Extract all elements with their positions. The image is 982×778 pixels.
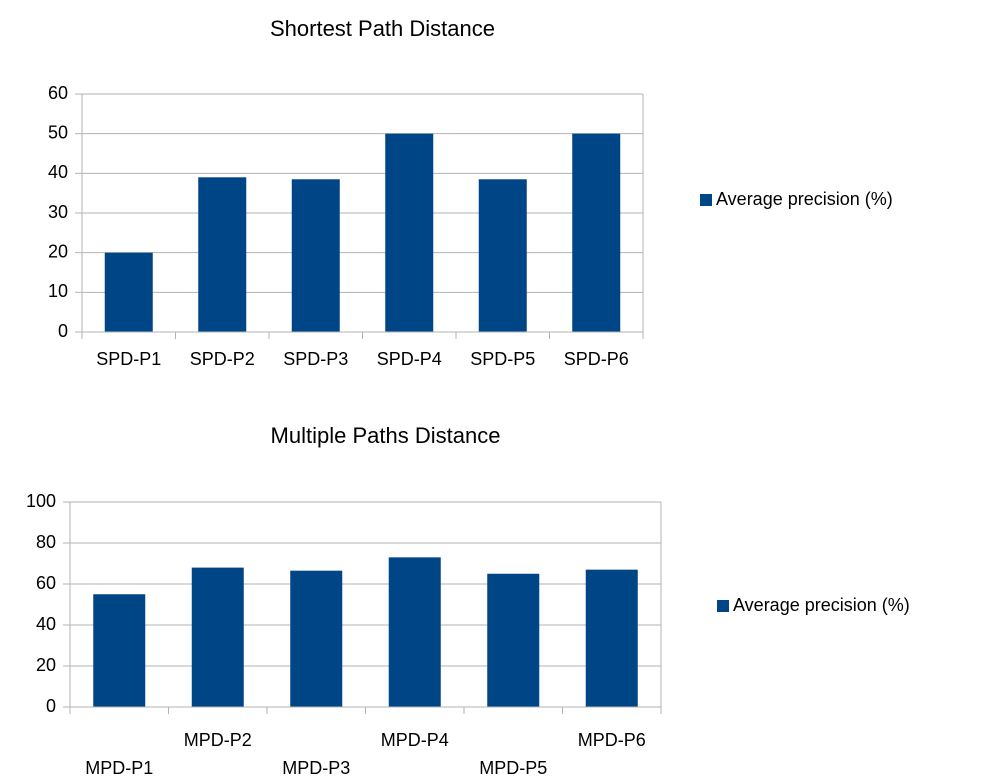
x-tick-label: MPD-P1 xyxy=(85,758,153,778)
bar xyxy=(104,252,153,332)
bar xyxy=(191,567,244,707)
x-tick-label: SPD-P5 xyxy=(470,349,535,369)
x-tick-label: SPD-P3 xyxy=(283,349,348,369)
bar xyxy=(478,179,527,332)
bar xyxy=(291,179,340,332)
y-tick-label: 40 xyxy=(36,614,56,634)
chart-title: Shortest Path Distance xyxy=(270,16,495,41)
y-tick-label: 60 xyxy=(48,83,68,103)
legend-label: Average precision (%) xyxy=(733,595,910,615)
bar xyxy=(487,573,540,707)
x-tick-label: SPD-P4 xyxy=(377,349,442,369)
bar xyxy=(388,557,441,707)
x-tick-label: MPD-P5 xyxy=(479,758,547,778)
x-tick-label: MPD-P3 xyxy=(282,758,350,778)
y-tick-label: 0 xyxy=(58,321,68,341)
y-tick-label: 0 xyxy=(46,696,56,716)
chart-title: Multiple Paths Distance xyxy=(271,423,501,448)
y-tick-label: 50 xyxy=(48,122,68,142)
y-tick-label: 30 xyxy=(48,202,68,222)
legend-swatch xyxy=(717,600,729,612)
y-tick-label: 20 xyxy=(36,655,56,675)
legend-swatch xyxy=(700,194,712,206)
y-tick-label: 40 xyxy=(48,162,68,182)
x-tick-label: SPD-P1 xyxy=(96,349,161,369)
bar xyxy=(198,177,247,332)
x-tick-label: MPD-P2 xyxy=(184,730,252,750)
y-tick-label: 60 xyxy=(36,573,56,593)
y-tick-label: 100 xyxy=(26,491,56,511)
bar xyxy=(290,570,343,707)
bar xyxy=(385,133,434,332)
x-tick-label: SPD-P6 xyxy=(564,349,629,369)
x-tick-label: SPD-P2 xyxy=(190,349,255,369)
y-tick-label: 80 xyxy=(36,532,56,552)
x-tick-label: MPD-P6 xyxy=(578,730,646,750)
y-tick-label: 10 xyxy=(48,281,68,301)
y-tick-label: 20 xyxy=(48,241,68,261)
bar xyxy=(585,569,638,707)
bar xyxy=(572,133,621,332)
x-tick-label: MPD-P4 xyxy=(381,730,449,750)
legend-label: Average precision (%) xyxy=(716,189,893,209)
bar xyxy=(93,594,146,707)
